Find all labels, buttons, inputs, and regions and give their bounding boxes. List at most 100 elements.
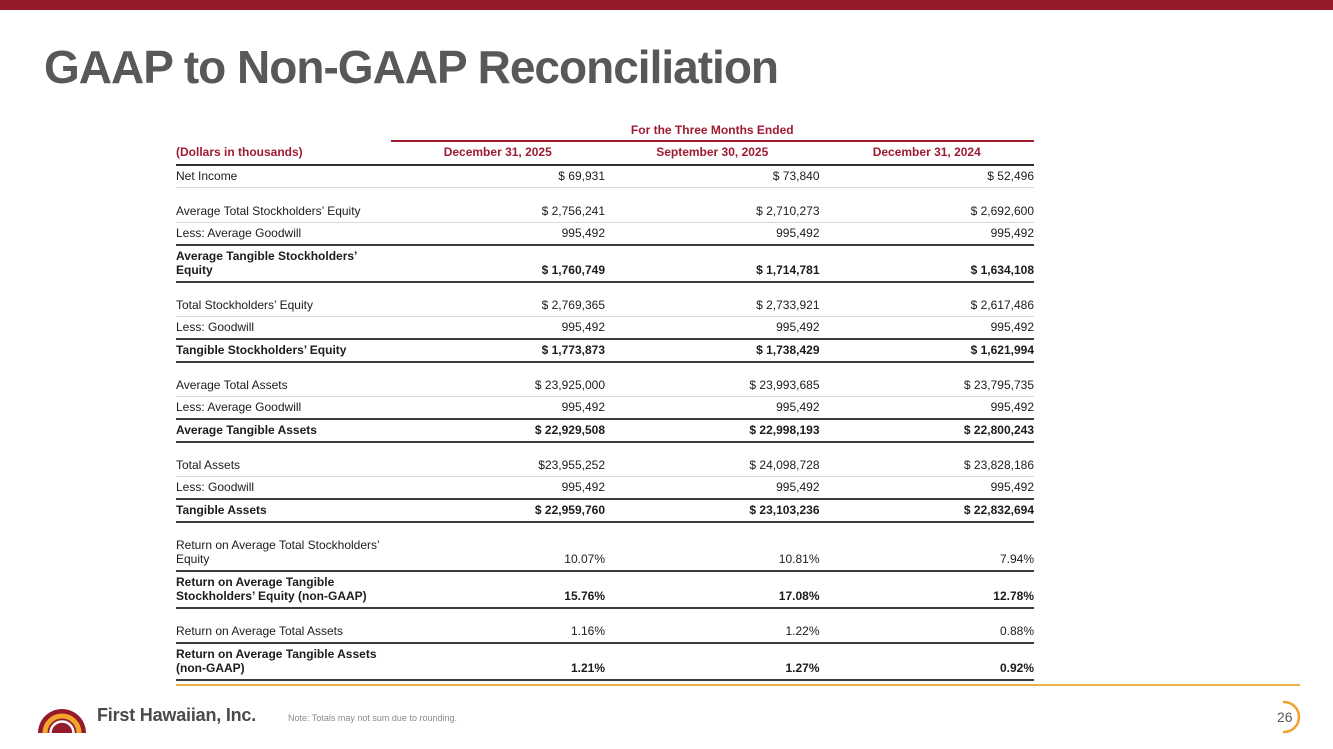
value-cell: 10.81% — [605, 534, 820, 571]
value-cell: 1.16% — [390, 620, 605, 643]
top-accent-bar — [0, 0, 1333, 10]
table-total-row: Return on Average Tangible Stockholders’… — [176, 569, 1034, 609]
table-row: Less: Goodwill 995,492 995,492 995,492 — [176, 476, 1034, 499]
value-cell: $ 2,733,921 — [605, 294, 820, 317]
row-label: Less: Goodwill — [176, 476, 391, 499]
row-label: Return on Average Total Stockholders’ Eq… — [176, 534, 391, 571]
table-column-header-row: (Dollars in thousands) December 31, 2025… — [176, 141, 1034, 166]
value-cell: $ 69,931 — [390, 165, 605, 188]
row-label: Return on Average Total Assets — [176, 620, 391, 643]
row-label: Return on Average Tangible Stockholders’… — [176, 569, 391, 609]
column-header: December 31, 2024 — [819, 141, 1034, 166]
page-number: 26 — [1271, 699, 1307, 735]
row-label-header: (Dollars in thousands) — [176, 141, 391, 166]
value-cell: $ 22,959,760 — [390, 497, 605, 523]
value-cell: 995,492 — [390, 476, 605, 499]
table-row: Average Total Assets $ 23,925,000 $ 23,993… — [176, 374, 1034, 397]
table-row: Total Assets $23,955,252 $ 24,098,728 $ 23,… — [176, 454, 1034, 477]
value-cell: 1.21% — [390, 641, 605, 681]
row-label: Average Total Assets — [176, 374, 391, 397]
value-cell: $ 22,800,243 — [819, 417, 1034, 443]
table-total-row: Average Tangible Assets $ 22,929,508 $ 22,… — [176, 417, 1034, 443]
table-spacer-row — [176, 362, 1034, 375]
row-label: Total Stockholders’ Equity — [176, 294, 391, 317]
value-cell: 15.76% — [390, 569, 605, 609]
row-label: Total Assets — [176, 454, 391, 477]
value-cell: $ 73,840 — [605, 165, 820, 188]
value-cell: $ 1,714,781 — [605, 243, 820, 283]
value-cell: $ 23,795,735 — [819, 374, 1034, 397]
value-cell: $23,955,252 — [390, 454, 605, 477]
table-total-row: Tangible Assets $ 22,959,760 $ 23,103,236 $… — [176, 497, 1034, 523]
value-cell: 995,492 — [605, 396, 820, 419]
value-cell: $ 2,617,486 — [819, 294, 1034, 317]
table-row: Less: Goodwill 995,492 995,492 995,492 — [176, 316, 1034, 339]
row-label: Tangible Stockholders’ Equity — [176, 337, 391, 363]
table-spacer-row — [176, 442, 1034, 455]
value-cell: $ 1,738,429 — [605, 337, 820, 363]
value-cell: $ 2,692,600 — [819, 200, 1034, 223]
row-label: Net Income — [176, 165, 391, 188]
column-header: December 31, 2025 — [390, 141, 605, 166]
value-cell: $ 22,998,193 — [605, 417, 820, 443]
value-cell: 995,492 — [605, 476, 820, 499]
value-cell: $ 22,832,694 — [819, 497, 1034, 523]
value-cell: 1.22% — [605, 620, 820, 643]
table-row: Total Stockholders’ Equity $ 2,769,365 $ 2… — [176, 294, 1034, 317]
value-cell: 995,492 — [819, 222, 1034, 245]
row-label: Return on Average Tangible Assets (non-G… — [176, 641, 391, 681]
value-cell: $ 1,634,108 — [819, 243, 1034, 283]
empty-header-cell — [176, 120, 391, 141]
footer-divider — [176, 684, 1300, 686]
value-cell: 7.94% — [819, 534, 1034, 571]
column-header: September 30, 2025 — [605, 141, 820, 166]
value-cell: 995,492 — [819, 396, 1034, 419]
reconciliation-table: For the Three Months Ended (Dollars in t… — [176, 120, 1034, 681]
row-label: Average Total Stockholders’ Equity — [176, 200, 391, 223]
footnote: Note: Totals may not sum due to rounding… — [288, 713, 457, 723]
value-cell: $ 1,621,994 — [819, 337, 1034, 363]
fhb-logo-icon — [38, 709, 86, 734]
row-label: Tangible Assets — [176, 497, 391, 523]
value-cell: 0.88% — [819, 620, 1034, 643]
table-row: Return on Average Total Stockholders’ Eq… — [176, 534, 1034, 571]
value-cell: $ 23,103,236 — [605, 497, 820, 523]
brand-name: First Hawaiian, Inc. — [97, 704, 257, 725]
value-cell: $ 1,773,873 — [390, 337, 605, 363]
value-cell: $ 24,098,728 — [605, 454, 820, 477]
table-total-row: Tangible Stockholders’ Equity $ 1,773,873… — [176, 337, 1034, 363]
table-spacer-row — [176, 522, 1034, 535]
footer: First Hawaiian, Inc. Note: Totals may no… — [36, 696, 457, 734]
value-cell: $ 52,496 — [819, 165, 1034, 188]
table-spacer-row — [176, 188, 1034, 201]
table-row: Return on Average Total Assets 1.16% 1.22%… — [176, 620, 1034, 643]
value-cell: $ 23,828,186 — [819, 454, 1034, 477]
value-cell: 995,492 — [390, 316, 605, 339]
value-cell: $ 23,925,000 — [390, 374, 605, 397]
row-label: Less: Average Goodwill — [176, 222, 391, 245]
table-total-row: Average Tangible Stockholders’ Equity $ 1… — [176, 243, 1034, 283]
page-number-value: 26 — [1277, 709, 1293, 725]
value-cell: 995,492 — [390, 396, 605, 419]
row-label: Less: Goodwill — [176, 316, 391, 339]
value-cell: 995,492 — [605, 316, 820, 339]
row-label: Average Tangible Assets — [176, 417, 391, 443]
value-cell: 12.78% — [819, 569, 1034, 609]
table-row: Average Total Stockholders’ Equity $ 2,75… — [176, 200, 1034, 223]
table-total-row: Return on Average Tangible Assets (non-G… — [176, 641, 1034, 681]
value-cell: 995,492 — [605, 222, 820, 245]
value-cell: 995,492 — [819, 476, 1034, 499]
value-cell: 1.27% — [605, 641, 820, 681]
table-row: Less: Average Goodwill 995,492 995,492 995,… — [176, 222, 1034, 245]
value-cell: $ 1,760,749 — [390, 243, 605, 283]
group-header: For the Three Months Ended — [390, 120, 1034, 142]
page-title: GAAP to Non-GAAP Reconciliation — [44, 41, 779, 93]
table-row: Less: Average Goodwill 995,492 995,492 995,… — [176, 396, 1034, 419]
value-cell: $ 22,929,508 — [390, 417, 605, 443]
table-spacer-row — [176, 608, 1034, 621]
page-number-arc-icon — [1282, 700, 1301, 734]
reconciliation-table-wrap: For the Three Months Ended (Dollars in t… — [176, 120, 1034, 681]
value-cell: 0.92% — [819, 641, 1034, 681]
table-spacer-row — [176, 282, 1034, 295]
